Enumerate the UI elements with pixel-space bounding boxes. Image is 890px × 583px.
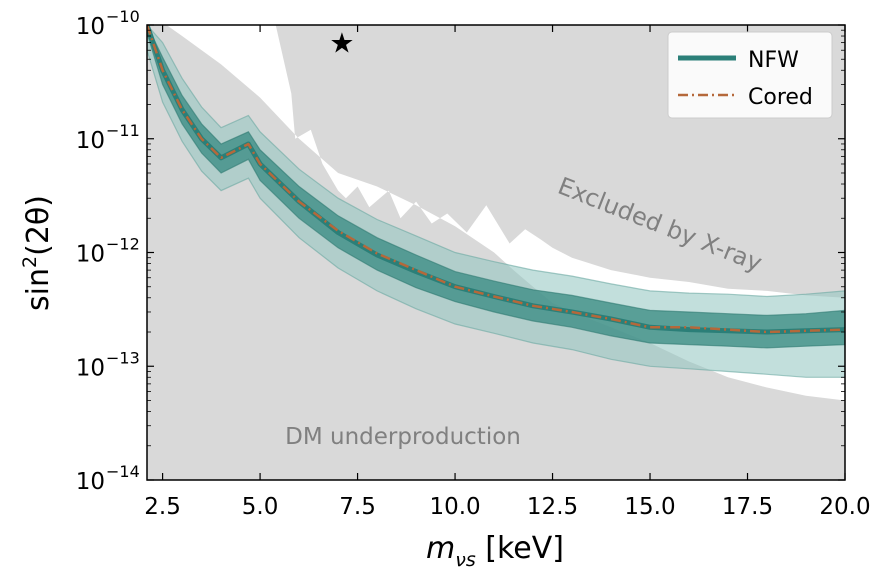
x-axis-label-var: m <box>426 531 455 566</box>
y-tick-label: 10 <box>76 128 105 154</box>
y-tick-label: 10 <box>76 355 105 381</box>
y-axis-label: sin2(2θ) <box>19 195 56 311</box>
x-axis-label-sub: νs <box>455 549 476 571</box>
x-tick-label: 20.0 <box>819 494 870 520</box>
x-tick-label: 15.0 <box>624 494 675 520</box>
y-tick-exponent: −13 <box>106 348 140 367</box>
y-tick-label: 10 <box>76 469 105 495</box>
series-lines <box>147 25 845 335</box>
y-tick-exponent: −10 <box>106 7 140 26</box>
y-tick-exponent: −14 <box>106 462 140 481</box>
y-axis-label-fn: sin <box>21 268 56 311</box>
legend-box <box>667 31 833 119</box>
y-axis-label-power: 2 <box>19 256 41 268</box>
y-tick-label: 10 <box>76 14 105 40</box>
x-axis-ticks: 2.5 5.0 7.5 10.0 12.5 15.0 17.5 20.0 <box>144 25 871 520</box>
y-tick-label: 10 <box>76 242 105 268</box>
underproduction-annotation: DM underproduction <box>285 424 521 450</box>
y-axis-label-arg: (2θ) <box>21 195 56 256</box>
legend-nfw-label: NFW <box>748 48 799 73</box>
series-line-cored <box>147 25 845 334</box>
x-tick-label: 12.5 <box>527 494 578 520</box>
x-axis-label: mνs [keV] <box>426 531 564 571</box>
x-tick-label: 2.5 <box>144 494 181 520</box>
legend: NFW Cored <box>667 31 833 119</box>
y-tick-exponent: −11 <box>106 121 140 140</box>
y-tick-exponent: −12 <box>106 235 140 254</box>
legend-cored-label: Cored <box>748 85 813 110</box>
x-axis-label-unit: [keV] <box>476 531 564 566</box>
x-tick-label: 17.5 <box>722 494 773 520</box>
x-tick-label: 5.0 <box>242 494 279 520</box>
x-tick-label: 10.0 <box>429 494 480 520</box>
x-tick-label: 7.5 <box>339 494 376 520</box>
star-marker: ★ <box>329 27 354 60</box>
